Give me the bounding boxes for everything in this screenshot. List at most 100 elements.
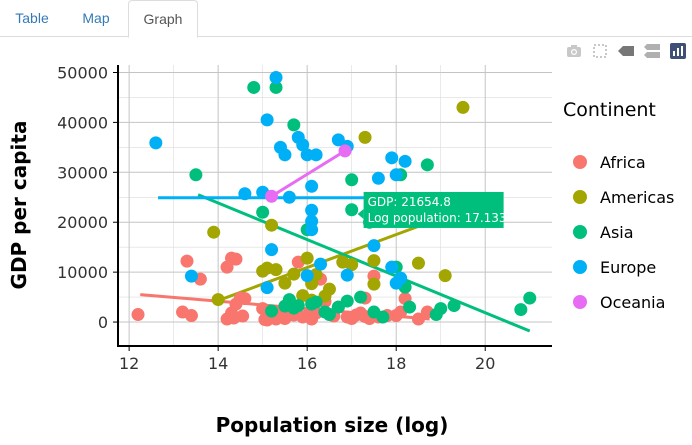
point-americas[interactable] bbox=[411, 256, 425, 270]
point-europe[interactable] bbox=[282, 190, 296, 204]
tab-table[interactable]: Table bbox=[15, 10, 49, 26]
camera-icon[interactable] bbox=[564, 42, 584, 60]
tooltip-pointer bbox=[357, 208, 364, 219]
point-asia[interactable] bbox=[434, 302, 448, 316]
point-europe[interactable] bbox=[305, 214, 319, 228]
hover-closest-icon[interactable] bbox=[616, 42, 636, 60]
point-asia[interactable] bbox=[287, 301, 301, 315]
point-europe[interactable] bbox=[269, 70, 283, 84]
point-europe[interactable] bbox=[398, 154, 412, 168]
point-americas[interactable] bbox=[456, 100, 470, 114]
point-americas[interactable] bbox=[269, 263, 283, 277]
point-africa[interactable] bbox=[131, 308, 145, 322]
point-americas[interactable] bbox=[367, 277, 381, 291]
tab-bar: Table Map Graph bbox=[0, 0, 692, 38]
point-asia[interactable] bbox=[403, 300, 417, 314]
point-europe[interactable] bbox=[385, 260, 399, 274]
point-europe[interactable] bbox=[340, 268, 354, 282]
point-americas[interactable] bbox=[367, 254, 381, 268]
legend-label-americas[interactable]: Americas bbox=[600, 188, 674, 207]
tab-graph[interactable]: Graph bbox=[128, 0, 198, 38]
point-europe[interactable] bbox=[385, 151, 399, 165]
point-asia[interactable] bbox=[256, 205, 270, 219]
point-africa[interactable] bbox=[184, 309, 198, 323]
point-americas[interactable] bbox=[438, 269, 452, 283]
point-asia[interactable] bbox=[269, 80, 283, 94]
point-americas[interactable] bbox=[345, 258, 359, 272]
point-asia[interactable] bbox=[345, 173, 359, 187]
point-asia[interactable] bbox=[340, 294, 354, 308]
legend-swatch-asia[interactable] bbox=[573, 225, 587, 239]
plotly-logo-icon[interactable] bbox=[668, 42, 688, 60]
legend-swatch-americas[interactable] bbox=[573, 190, 587, 204]
point-europe[interactable] bbox=[238, 187, 252, 201]
point-africa[interactable] bbox=[238, 292, 252, 306]
point-americas[interactable] bbox=[265, 218, 279, 232]
point-americas[interactable] bbox=[358, 130, 372, 144]
x-tick-label: 20 bbox=[475, 354, 495, 373]
point-americas[interactable] bbox=[211, 293, 225, 307]
tooltip-box bbox=[363, 191, 504, 228]
point-asia[interactable] bbox=[322, 308, 336, 322]
point-asia[interactable] bbox=[345, 203, 359, 217]
tooltip-line: Log population: 17.133 bbox=[368, 211, 507, 225]
point-oceania[interactable] bbox=[338, 144, 352, 158]
point-americas[interactable] bbox=[207, 225, 221, 239]
legend-swatch-europe[interactable] bbox=[573, 260, 587, 274]
trend-line-oceania bbox=[270, 149, 346, 198]
point-europe[interactable] bbox=[305, 179, 319, 193]
point-africa[interactable] bbox=[305, 312, 319, 326]
point-asia[interactable] bbox=[523, 291, 537, 305]
point-europe[interactable] bbox=[260, 113, 274, 127]
point-africa[interactable] bbox=[229, 252, 243, 266]
point-africa[interactable] bbox=[411, 312, 425, 326]
point-asia[interactable] bbox=[189, 168, 203, 182]
point-americas[interactable] bbox=[287, 267, 301, 281]
point-americas[interactable] bbox=[322, 282, 336, 296]
legend-label-asia[interactable]: Asia bbox=[600, 223, 634, 242]
data-points bbox=[131, 70, 537, 327]
point-oceania[interactable] bbox=[265, 189, 279, 203]
point-europe[interactable] bbox=[389, 168, 403, 182]
point-europe[interactable] bbox=[260, 281, 274, 295]
point-europe[interactable] bbox=[314, 257, 328, 271]
point-europe[interactable] bbox=[300, 148, 314, 162]
compare-hover-icon[interactable] bbox=[642, 42, 662, 60]
point-europe[interactable] bbox=[331, 133, 345, 147]
legend-swatch-oceania[interactable] bbox=[573, 295, 587, 309]
point-europe[interactable] bbox=[371, 171, 385, 185]
point-asia[interactable] bbox=[447, 299, 461, 313]
legend-swatch-africa[interactable] bbox=[573, 155, 587, 169]
point-europe[interactable] bbox=[149, 136, 163, 150]
x-axis-title: Population size (log) bbox=[216, 413, 449, 437]
point-americas[interactable] bbox=[278, 276, 292, 290]
legend: Continent Africa Americas Asia Europe Oceani… bbox=[563, 99, 674, 312]
point-europe[interactable] bbox=[184, 269, 198, 283]
point-europe[interactable] bbox=[300, 269, 314, 283]
tab-map[interactable]: Map bbox=[82, 10, 110, 26]
point-asia[interactable] bbox=[514, 303, 528, 317]
box-select-icon[interactable] bbox=[590, 42, 610, 60]
plot-modebar bbox=[564, 42, 688, 60]
point-europe[interactable] bbox=[309, 148, 323, 162]
point-europe[interactable] bbox=[305, 203, 319, 217]
point-asia[interactable] bbox=[265, 304, 279, 318]
point-africa[interactable] bbox=[236, 309, 250, 323]
point-europe[interactable] bbox=[296, 138, 310, 152]
point-asia[interactable] bbox=[305, 297, 319, 311]
point-europe[interactable] bbox=[265, 243, 279, 257]
legend-label-oceania[interactable]: Oceania bbox=[600, 293, 665, 312]
point-asia[interactable] bbox=[420, 158, 434, 172]
point-americas[interactable] bbox=[300, 251, 314, 265]
point-europe[interactable] bbox=[394, 271, 408, 285]
point-asia[interactable] bbox=[247, 80, 261, 94]
legend-label-europe[interactable]: Europe bbox=[600, 258, 656, 277]
legend-title: Continent bbox=[563, 99, 656, 121]
point-africa[interactable] bbox=[180, 254, 194, 268]
point-asia[interactable] bbox=[287, 118, 301, 132]
point-europe[interactable] bbox=[278, 148, 292, 162]
point-europe[interactable] bbox=[367, 239, 381, 253]
legend-label-africa[interactable]: Africa bbox=[600, 153, 646, 172]
point-asia[interactable] bbox=[376, 310, 390, 324]
point-asia[interactable] bbox=[354, 290, 368, 304]
